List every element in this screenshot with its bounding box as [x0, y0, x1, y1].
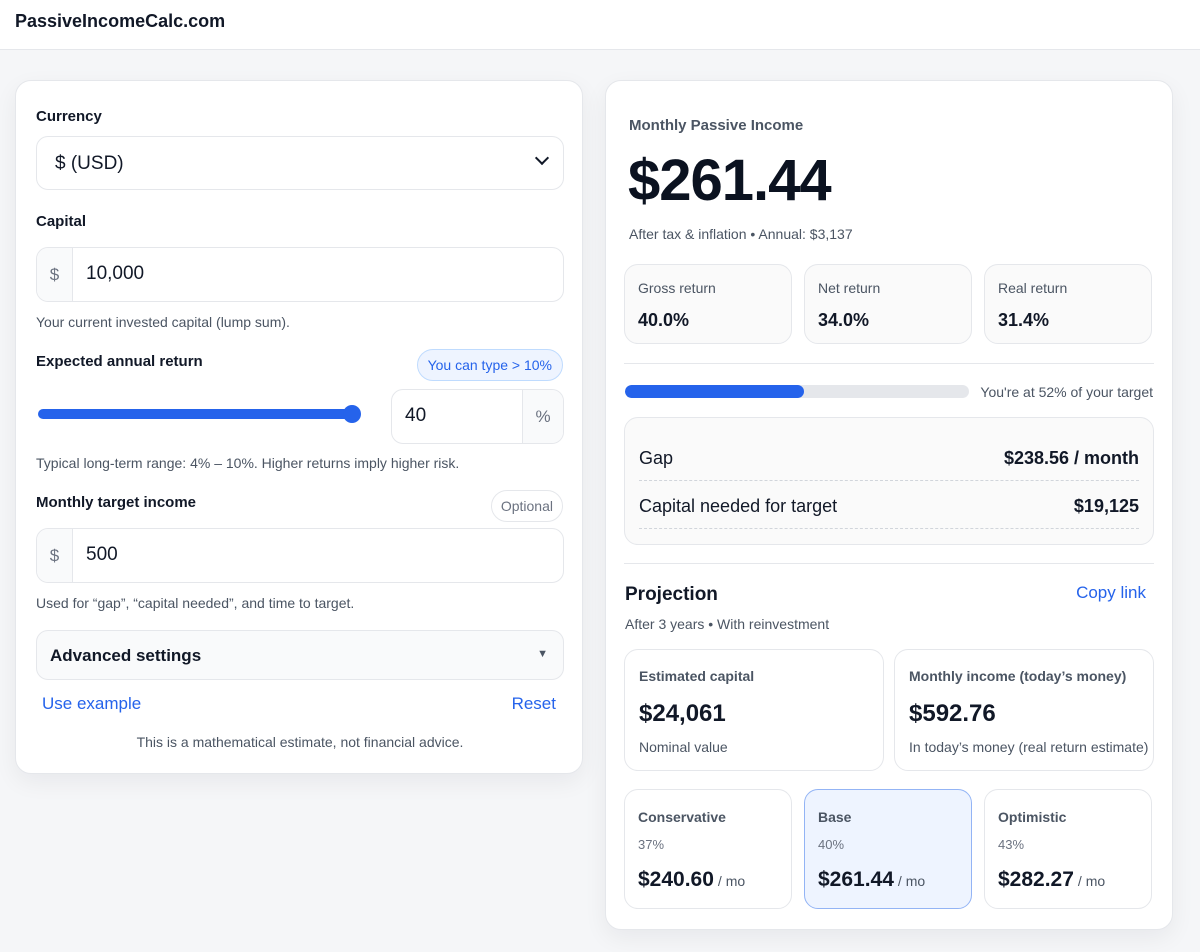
stat-value: 31.4% — [998, 310, 1050, 330]
scenario-value-line: $240.60/ mo — [638, 868, 745, 892]
copy-link-button[interactable]: Copy link — [1076, 583, 1146, 602]
scenario-value: $282.27 — [998, 868, 1074, 891]
scenario-base[interactable]: Base 40% $261.44/ mo — [804, 789, 972, 909]
scenario-unit: / mo — [1077, 873, 1106, 889]
scenario-conservative[interactable]: Conservative 37% $240.60/ mo — [624, 789, 792, 909]
gap-label: Gap — [639, 448, 674, 468]
annual-return-input[interactable]: 40 % — [391, 389, 564, 444]
scenario-value-line: $261.44/ mo — [818, 868, 925, 892]
net-return-stat: Net return 34.0% — [804, 264, 972, 344]
gap-value: $238.56 / month — [1003, 448, 1139, 468]
stat-value: 34.0% — [818, 310, 870, 330]
estimated-capital-label: Estimated capital — [639, 668, 755, 684]
top-bar: PassiveIncomeCalc.com — [0, 0, 1200, 50]
monthly-income-label: Monthly Passive Income — [629, 117, 804, 134]
scenario-optimistic[interactable]: Optimistic 43% $282.27/ mo — [984, 789, 1152, 909]
target-progress-bar — [625, 385, 969, 398]
dollar-prefix: $ — [37, 248, 73, 301]
calculator-form-card: Currency $ (USD) Capital $ 10,000 Your c… — [15, 80, 583, 774]
target-label: Monthly target income — [36, 494, 197, 511]
reset-link[interactable]: Reset — [511, 694, 556, 713]
currency-select[interactable]: $ (USD) — [36, 136, 564, 190]
scenario-value: $240.60 — [638, 868, 714, 891]
scenario-unit: / mo — [897, 873, 926, 889]
advanced-settings-label: Advanced settings — [50, 646, 202, 665]
monthly-income-projection-card: Monthly income (today’s money) $592.76 I… — [894, 649, 1154, 771]
estimated-capital-value: $24,061 — [639, 700, 726, 727]
monthly-income-projection-note: In today’s money (real return estimate) — [909, 739, 1149, 755]
target-input[interactable]: $ 500 — [36, 528, 564, 583]
income-note: After tax & inflation • Annual: $3,137 — [629, 226, 853, 242]
capital-needed-label: Capital needed for target — [639, 496, 838, 516]
monthly-income-amount: $261.44 — [628, 148, 832, 213]
stat-label: Real return — [998, 280, 1068, 296]
gap-row: Gap $238.56 / month — [639, 435, 1139, 481]
annual-return-label: Expected annual return — [36, 353, 203, 370]
divider — [624, 563, 1154, 564]
estimated-capital-card: Estimated capital $24,061 Nominal value — [624, 649, 884, 771]
advanced-settings-toggle[interactable]: Advanced settings ▼ — [36, 630, 564, 680]
stat-label: Net return — [818, 280, 881, 296]
monthly-income-projection-label: Monthly income (today’s money) — [909, 668, 1127, 684]
projection-title: Projection — [625, 584, 718, 605]
scenario-value-line: $282.27/ mo — [998, 868, 1105, 892]
annual-return-help: Typical long-term range: 4% – 10%. Highe… — [36, 455, 460, 471]
target-help: Used for “gap”, “capital needed”, and ti… — [36, 595, 355, 611]
scenario-label: Conservative — [638, 809, 726, 825]
scenario-value: $261.44 — [818, 868, 894, 891]
currency-label: Currency — [36, 108, 102, 125]
annual-return-value: 40 — [405, 405, 427, 426]
divider — [624, 363, 1154, 364]
return-slider-track[interactable] — [38, 409, 354, 419]
target-value: 500 — [86, 544, 118, 565]
estimated-capital-note: Nominal value — [639, 739, 728, 755]
real-return-stat: Real return 31.4% — [984, 264, 1152, 344]
target-progress-text: You're at 52% of your target — [980, 384, 1153, 400]
projection-subtitle: After 3 years • With reinvestment — [625, 616, 830, 632]
dollar-prefix: $ — [37, 529, 73, 582]
gross-return-stat: Gross return 40.0% — [624, 264, 792, 344]
capital-value: 10,000 — [86, 263, 145, 284]
percent-suffix: % — [522, 390, 563, 443]
capital-input[interactable]: $ 10,000 — [36, 247, 564, 302]
scenario-unit: / mo — [717, 873, 746, 889]
capital-help: Your current invested capital (lump sum)… — [36, 314, 290, 330]
brand-logo[interactable]: PassiveIncomeCalc.com — [15, 11, 226, 31]
target-progress-fill — [625, 385, 804, 398]
gap-summary-box: Gap $238.56 / month Capital needed for t… — [624, 417, 1154, 545]
scenario-label: Base — [818, 809, 852, 825]
caret-down-icon: ▼ — [537, 648, 548, 660]
type-above-badge: You can type > 10% — [416, 349, 563, 381]
scenario-rate: 40% — [818, 837, 845, 852]
capital-needed-value: $19,125 — [1073, 496, 1139, 516]
stat-label: Gross return — [638, 280, 716, 296]
disclaimer-text: This is a mathematical estimate, not fin… — [136, 734, 464, 750]
chevron-down-icon — [534, 150, 550, 166]
use-example-link[interactable]: Use example — [42, 694, 142, 713]
scenario-rate: 37% — [638, 837, 665, 852]
monthly-income-projection-value: $592.76 — [909, 700, 996, 727]
scenario-label: Optimistic — [998, 809, 1067, 825]
currency-value: $ (USD) — [55, 153, 124, 174]
return-slider-handle[interactable] — [343, 405, 361, 423]
scenario-rate: 43% — [998, 837, 1025, 852]
stat-value: 40.0% — [638, 310, 690, 330]
optional-badge: Optional — [490, 490, 563, 522]
results-card: Monthly Passive Income $261.44 After tax… — [605, 80, 1173, 930]
capital-label: Capital — [36, 213, 87, 230]
capital-needed-row: Capital needed for target $19,125 — [639, 483, 1139, 529]
